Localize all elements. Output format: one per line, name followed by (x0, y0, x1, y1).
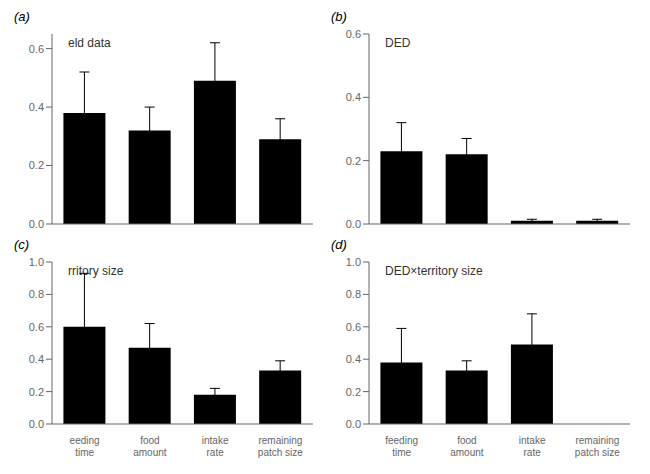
svg-text:0.8: 0.8 (346, 288, 361, 300)
svg-text:0.2: 0.2 (346, 155, 361, 167)
svg-text:eedingtime: eedingtime (70, 435, 100, 458)
svg-text:0.6: 0.6 (346, 321, 361, 333)
svg-text:foodamount: foodamount (450, 435, 484, 458)
svg-text:feedingtime: feedingtime (385, 435, 418, 458)
svg-text:0.0: 0.0 (29, 418, 44, 430)
svg-text:foodamount: foodamount (133, 435, 167, 458)
svg-text:0.2: 0.2 (29, 386, 44, 398)
html-text:eld data: eld data (68, 36, 111, 50)
svg-text:0.2: 0.2 (29, 159, 44, 171)
svg-text:intakerate: intakerate (519, 435, 546, 458)
svg-text:0.6: 0.6 (29, 43, 44, 55)
html-text:DED: DED (385, 36, 411, 50)
html-text:DED×territory size: DED×territory size (385, 264, 483, 278)
svg-text:0.0: 0.0 (346, 418, 361, 430)
svg-text:remainingpatch size: remainingpatch size (575, 435, 620, 458)
html-text:(c): (c) (14, 237, 30, 252)
svg-text:1.0: 1.0 (346, 256, 361, 268)
html-text:(d): (d) (331, 237, 347, 252)
svg-text:0.8: 0.8 (29, 288, 44, 300)
svg-text:0.0: 0.0 (346, 218, 361, 230)
svg-text:0.4: 0.4 (29, 101, 44, 113)
svg-text:0.6: 0.6 (29, 321, 44, 333)
svg-text:0.0: 0.0 (29, 218, 44, 230)
svg-text:0.4: 0.4 (29, 353, 44, 365)
svg-text:1.0: 1.0 (29, 256, 44, 268)
html-text:rritory size: rritory size (68, 264, 124, 278)
svg-text:0.4: 0.4 (346, 353, 361, 365)
svg-text:0.4: 0.4 (346, 91, 361, 103)
svg-text:0.2: 0.2 (346, 386, 361, 398)
html-text:(a): (a) (14, 9, 30, 24)
svg-text:intakerate: intakerate (202, 435, 229, 458)
html-text:(b): (b) (331, 9, 347, 24)
svg-text:remainingpatch size: remainingpatch size (258, 435, 303, 458)
svg-text:0.6: 0.6 (346, 28, 361, 40)
